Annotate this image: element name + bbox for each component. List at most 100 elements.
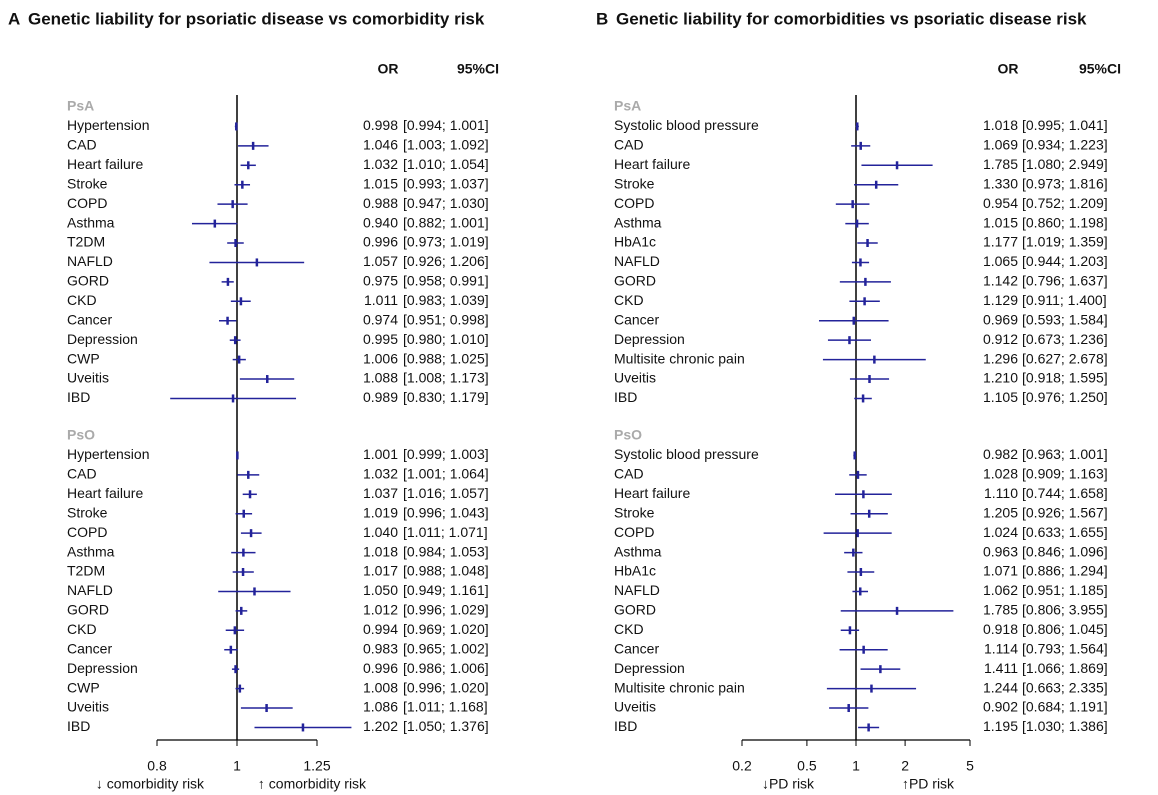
- row-label: CKD: [614, 292, 644, 308]
- or-label: 1.785: [983, 602, 1018, 618]
- or-label: 1.244: [983, 679, 1018, 695]
- row-label: NAFLD: [614, 253, 660, 269]
- x-label-left: ↓PD risk: [762, 776, 815, 792]
- x-label-right: ↑PD risk: [902, 776, 955, 792]
- ci-label: [0.983; 1.039]: [403, 292, 489, 308]
- ci-label: [0.993; 1.037]: [403, 175, 489, 191]
- row-label: CAD: [67, 137, 97, 153]
- row-label: Heart failure: [614, 485, 690, 501]
- row-label: Cancer: [67, 640, 112, 656]
- or-label: 1.012: [363, 602, 398, 618]
- ci-label: [0.684; 1.191]: [1022, 699, 1108, 715]
- row-label: NAFLD: [67, 582, 113, 598]
- row-label: COPD: [614, 195, 654, 211]
- or-label: 0.963: [983, 543, 1018, 559]
- or-label: 1.062: [983, 582, 1018, 598]
- or-label: 0.969: [983, 311, 1018, 327]
- row-label: CAD: [67, 466, 97, 482]
- row-label: Heart failure: [614, 156, 690, 172]
- row-label: Cancer: [614, 640, 659, 656]
- ci-label: [0.980; 1.010]: [403, 331, 489, 347]
- or-label: 1.069: [983, 137, 1018, 153]
- or-label: 1.210: [983, 370, 1018, 386]
- row-label: Uveitis: [67, 370, 109, 386]
- x-tick-label: 1.25: [303, 758, 330, 774]
- or-label: 0.902: [983, 699, 1018, 715]
- or-label: 0.994: [363, 621, 398, 637]
- or-label: 1.205: [983, 504, 1018, 520]
- or-label: 0.988: [363, 195, 398, 211]
- group-label: PsA: [67, 98, 94, 114]
- ci-label: [0.984; 1.053]: [403, 543, 489, 559]
- ci-label: [0.830; 1.179]: [403, 389, 489, 405]
- row-label: CWP: [67, 679, 100, 695]
- ci-label: [0.918; 1.595]: [1022, 370, 1108, 386]
- row-label: Hypertension: [67, 446, 150, 462]
- x-tick-label: 1: [233, 758, 241, 774]
- row-label: Stroke: [67, 175, 108, 191]
- row-label: Asthma: [67, 214, 115, 230]
- row-label: Cancer: [67, 311, 112, 327]
- ci-label: [0.744; 1.658]: [1022, 485, 1108, 501]
- or-label: 0.982: [983, 446, 1018, 462]
- row-label: IBD: [614, 389, 637, 405]
- or-label: 1.006: [363, 350, 398, 366]
- row-label: NAFLD: [67, 253, 113, 269]
- row-label: COPD: [67, 195, 107, 211]
- or-label: 1.018: [983, 117, 1018, 133]
- ci-label: [0.909; 1.163]: [1022, 466, 1108, 482]
- or-label: 1.086: [363, 699, 398, 715]
- or-label: 1.114: [984, 640, 1018, 656]
- row-label: Stroke: [614, 504, 655, 520]
- panel-title: Genetic liability for comorbidities vs p…: [616, 9, 1087, 28]
- ci-label: [0.627; 2.678]: [1022, 350, 1108, 366]
- row-label: Multisite chronic pain: [614, 350, 745, 366]
- row-label: Asthma: [67, 543, 115, 559]
- ci-label: [1.080; 2.949]: [1022, 156, 1108, 172]
- row-label: CKD: [67, 621, 97, 637]
- row-label: GORD: [614, 273, 656, 289]
- or-label: 1.011: [364, 292, 398, 308]
- or-label: 0.954: [983, 195, 1018, 211]
- ci-label: [0.994; 1.001]: [403, 117, 489, 133]
- row-label: Heart failure: [67, 485, 143, 501]
- x-label-right: ↑ comorbidity risk: [258, 776, 367, 792]
- row-label: Systolic blood pressure: [614, 446, 759, 462]
- or-label: 0.918: [983, 621, 1018, 637]
- ci-label: [0.976; 1.250]: [1022, 389, 1108, 405]
- row-label: COPD: [67, 524, 107, 540]
- or-label: 0.974: [363, 311, 398, 327]
- row-label: Heart failure: [67, 156, 143, 172]
- ci-label: [0.951; 0.998]: [403, 311, 489, 327]
- row-label: COPD: [614, 524, 654, 540]
- or-label: 1.024: [983, 524, 1018, 540]
- or-label: 1.015: [363, 175, 398, 191]
- row-label: CAD: [614, 466, 644, 482]
- or-label: 1.015: [983, 214, 1018, 230]
- ci-label: [0.934; 1.223]: [1022, 137, 1108, 153]
- row-label: GORD: [614, 602, 656, 618]
- or-label: 1.195: [983, 718, 1018, 734]
- ci-label: [0.973; 1.816]: [1022, 175, 1108, 191]
- row-label: Systolic blood pressure: [614, 117, 759, 133]
- ci-label: [0.958; 0.991]: [403, 273, 489, 289]
- or-label: 1.411: [984, 660, 1018, 676]
- ci-label: [0.969; 1.020]: [403, 621, 489, 637]
- ci-label: [0.796; 1.637]: [1022, 273, 1108, 289]
- x-tick-label: 2: [901, 758, 909, 774]
- row-label: Multisite chronic pain: [614, 679, 745, 695]
- row-label: Uveitis: [614, 699, 656, 715]
- ci-label: [0.633; 1.655]: [1022, 524, 1108, 540]
- or-label: 1.177: [983, 234, 1018, 250]
- row-label: Stroke: [67, 504, 108, 520]
- ci-label: [1.011; 1.168]: [403, 699, 488, 715]
- ci-label: [0.951; 1.185]: [1022, 582, 1108, 598]
- row-label: Depression: [67, 660, 138, 676]
- or-label: 1.142: [983, 273, 1018, 289]
- ci-label: [0.673; 1.236]: [1022, 331, 1108, 347]
- row-label: Depression: [67, 331, 138, 347]
- ci-label: [0.793; 1.564]: [1022, 640, 1108, 656]
- or-label: 1.037: [363, 485, 398, 501]
- or-label: 1.129: [983, 292, 1018, 308]
